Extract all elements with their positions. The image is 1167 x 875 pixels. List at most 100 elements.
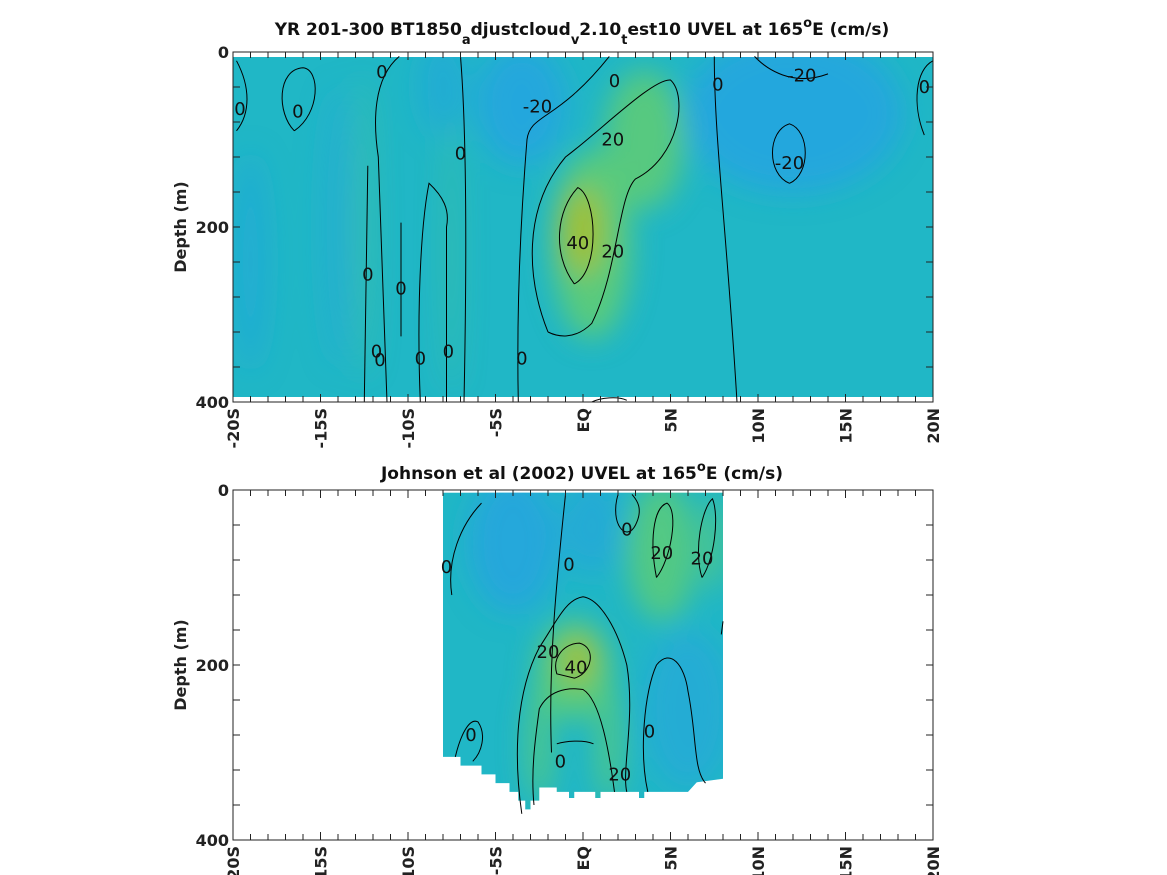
x-tick-label: 10N xyxy=(749,408,768,444)
contour-line xyxy=(418,182,448,403)
contour-line xyxy=(771,123,806,184)
contour-label: 0 xyxy=(362,264,373,285)
contour-line xyxy=(916,60,934,136)
y-tick-label: 0 xyxy=(218,43,229,62)
top-panel: YR 201-300 BT1850adjustcloudv2.10test10 … xyxy=(171,16,943,448)
x-tick-label: 15N xyxy=(837,408,856,444)
bottom-panel-title: Johnson et al (2002) UVEL at 165oE (cm/s… xyxy=(380,460,783,484)
bottom-panel-y-axis-label: Depth (m) xyxy=(171,619,190,711)
y-tick-label: 200 xyxy=(196,656,229,675)
x-tick-label: EQ xyxy=(574,408,593,433)
contour-label: 0 xyxy=(376,62,387,83)
top-panel-y-axis-label: Depth (m) xyxy=(171,181,190,273)
contour-label: 20 xyxy=(537,642,560,663)
contour-line xyxy=(531,79,680,337)
x-tick-labels: -20S -15S -10S -5S EQ 5N 10N 15N 20N xyxy=(224,408,943,448)
x-tick-label: 20N xyxy=(924,408,943,444)
x-tick-label: -5S xyxy=(487,408,506,437)
contour-label: 0 xyxy=(455,144,466,165)
contour-line xyxy=(591,397,628,403)
contour-label: 0 xyxy=(441,557,452,578)
contour-line xyxy=(713,56,738,403)
y-tick-labels: 0 200 400 xyxy=(196,43,229,412)
contour-line xyxy=(652,502,674,578)
contour-line xyxy=(516,596,631,814)
contour-label: 0 xyxy=(712,74,723,95)
contour-label: 0 xyxy=(415,348,426,369)
axis-ticks xyxy=(232,489,934,841)
x-tick-label: 5N xyxy=(662,846,681,871)
contour-lines xyxy=(236,56,934,403)
y-tick-label: 400 xyxy=(196,831,229,850)
contour-line xyxy=(460,56,467,403)
bottom-panel: Johnson et al (2002) UVEL at 165oE (cm/s… xyxy=(171,460,943,875)
contour-line xyxy=(281,67,316,132)
x-tick-label: -15S xyxy=(312,846,331,875)
contour-line xyxy=(558,186,594,285)
y-tick-labels: 0 200 400 xyxy=(196,481,229,850)
x-tick-label: -20S xyxy=(224,846,243,875)
x-tick-label: -10S xyxy=(399,846,418,875)
contour-line xyxy=(450,502,482,596)
contour-label: 40 xyxy=(565,658,588,679)
contour-label: 20 xyxy=(601,130,624,151)
x-tick-label: 5N xyxy=(662,408,681,433)
axis-ticks xyxy=(232,51,934,403)
contour-label: 0 xyxy=(234,99,245,120)
contour-label: -20 xyxy=(787,66,816,87)
contour-line xyxy=(642,657,706,793)
x-tick-label: -10S xyxy=(399,408,418,448)
contour-label: 20 xyxy=(650,543,673,564)
x-tick-label: 15N xyxy=(837,846,856,875)
contour-label: 0 xyxy=(609,71,620,92)
contour-line xyxy=(697,497,717,578)
contour-label: 40 xyxy=(566,233,589,254)
x-tick-label: -20S xyxy=(224,408,243,448)
contour-label: 0 xyxy=(292,102,303,123)
contour-line xyxy=(615,494,640,533)
contour-line xyxy=(517,56,610,403)
x-tick-labels: -20S -15S -10S -5S EQ 5N 10N 15N 20N xyxy=(224,846,943,875)
contour-line xyxy=(454,720,484,762)
contour-label: 0 xyxy=(563,554,574,575)
contour-label: 0 xyxy=(465,725,476,746)
x-tick-label: EQ xyxy=(574,846,593,871)
contour-label: -20 xyxy=(775,153,804,174)
contour-label: 0 xyxy=(644,722,655,743)
contour-label: 20 xyxy=(608,764,631,785)
contour-label: 0 xyxy=(395,278,406,299)
x-tick-label: 10N xyxy=(749,846,768,875)
contour-line xyxy=(363,165,369,403)
y-tick-label: 400 xyxy=(196,393,229,412)
contour-label: 20 xyxy=(601,242,624,263)
contour-line xyxy=(532,688,615,806)
contour-label: -20 xyxy=(523,96,552,117)
top-panel-title: YR 201-300 BT1850adjustcloudv2.10test10 … xyxy=(274,16,890,48)
contour-label: 20 xyxy=(691,548,714,569)
x-tick-label: 20N xyxy=(924,846,943,875)
uvel-field xyxy=(443,492,723,810)
contour-label: 0 xyxy=(516,348,527,369)
contour-line xyxy=(550,494,566,753)
uvel-field xyxy=(233,57,933,397)
x-tick-label: -15S xyxy=(312,408,331,448)
y-tick-label: 200 xyxy=(196,218,229,237)
contour-label: 0 xyxy=(443,341,454,362)
contour-line xyxy=(556,740,594,745)
contour-line xyxy=(555,642,591,679)
contour-label: 0 xyxy=(374,350,385,371)
x-tick-label: -5S xyxy=(487,846,506,875)
contour-line xyxy=(754,56,829,79)
contour-label: 0 xyxy=(621,519,632,540)
y-tick-label: 0 xyxy=(218,481,229,500)
contour-line xyxy=(236,60,248,132)
contour-label: 0 xyxy=(919,77,930,98)
contour-line xyxy=(375,56,400,403)
contour-line xyxy=(720,621,724,635)
contour-lines xyxy=(450,494,724,814)
contour-label: 0 xyxy=(371,341,382,362)
contour-label: 0 xyxy=(555,751,566,772)
